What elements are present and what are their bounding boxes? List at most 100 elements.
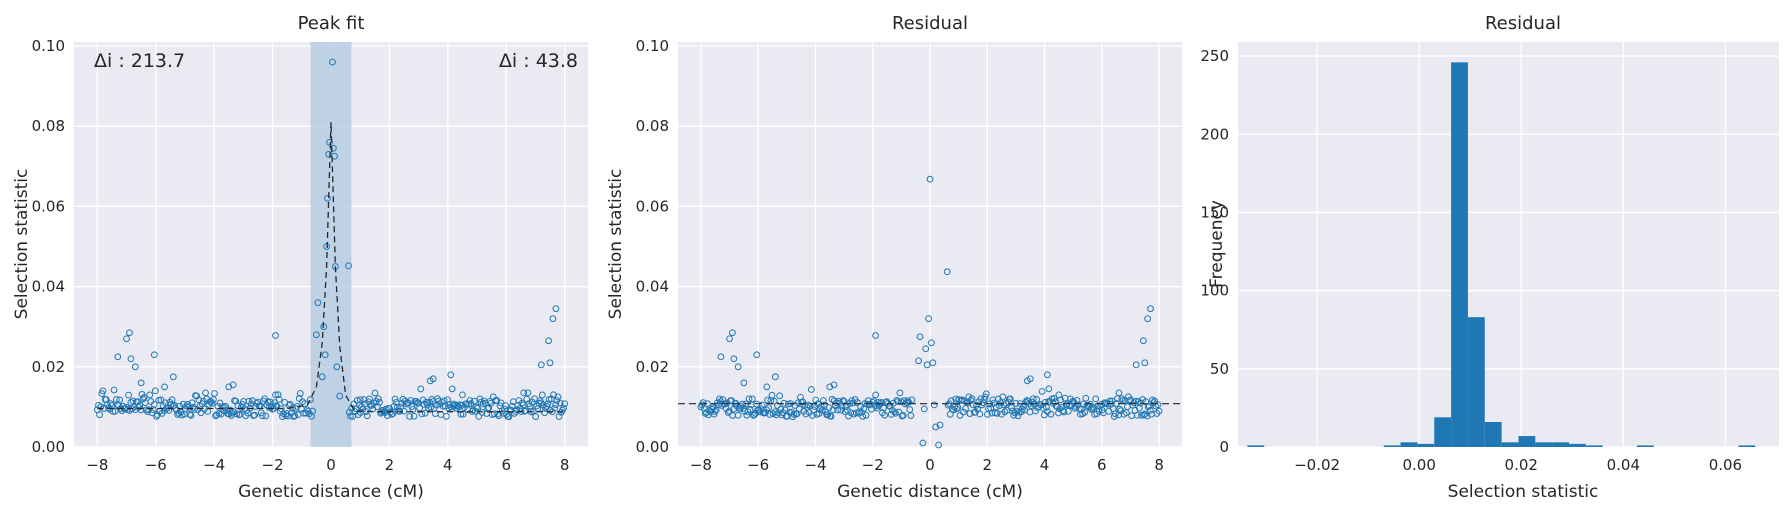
data-point (229, 381, 237, 389)
data-point (299, 398, 306, 406)
ticks-1: −8 −6 −4 −2 0 2 4 6 8 0.00 0.02 0.04 0.06 0.08 0.10 (32, 37, 570, 474)
data-point (389, 410, 397, 417)
data-point (1140, 411, 1148, 419)
data-point (230, 408, 237, 415)
data-point (999, 393, 1007, 401)
ticks-2: −8 −6 −4 −2 0 2 4 6 8 0.00 0.02 0.04 0.06 0.08 0.10 (636, 37, 1164, 474)
data-point (763, 406, 770, 414)
data-point (922, 345, 930, 353)
data-point (730, 355, 738, 363)
histogram-bar (1467, 317, 1485, 447)
data-point (208, 399, 216, 407)
plot-area-3 (1238, 42, 1779, 447)
data-point (734, 363, 742, 371)
data-point (1008, 404, 1015, 412)
data-point (904, 397, 911, 405)
data-point (329, 144, 337, 152)
data-point (812, 396, 820, 404)
y-tick-label: 0.04 (32, 278, 65, 296)
data-point (906, 406, 914, 413)
data-point (954, 404, 962, 411)
data-point (748, 395, 756, 403)
data-point (186, 411, 194, 418)
data-point (763, 383, 771, 391)
data-point (826, 383, 834, 391)
data-point (827, 412, 835, 420)
data-point (222, 402, 230, 410)
histogram-bar (1552, 442, 1569, 447)
data-point (770, 397, 778, 405)
data-point (143, 406, 150, 414)
data-point (896, 389, 904, 397)
data-point (734, 411, 742, 419)
data-point (810, 406, 817, 414)
data-point (979, 399, 987, 407)
x-tick-label: −8 (86, 456, 108, 474)
data-point (393, 404, 401, 411)
data-point (150, 401, 158, 408)
data-point (209, 396, 217, 404)
data-point (190, 405, 198, 413)
marks-1 (93, 58, 569, 421)
data-point (560, 404, 567, 412)
y-axis-label-2: Selection statistic (606, 169, 626, 320)
data-point (1014, 412, 1022, 420)
histogram-bar (1400, 442, 1418, 447)
data-point (197, 409, 205, 417)
data-point (891, 408, 898, 416)
data-point (1153, 410, 1161, 417)
data-point (758, 401, 766, 409)
data-point (427, 403, 435, 411)
y-tick-label: 50 (1210, 360, 1229, 378)
data-point (538, 391, 546, 399)
data-point (726, 335, 733, 343)
data-point (1047, 410, 1055, 418)
data-point (854, 409, 862, 417)
data-point (524, 389, 532, 397)
y-tick-label: 100 (1200, 282, 1229, 300)
data-point (935, 441, 942, 449)
data-point (776, 392, 784, 400)
x-tick-label: 2 (385, 456, 395, 474)
data-point (545, 337, 552, 345)
y-tick-label: 0 (1219, 438, 1229, 456)
data-point (806, 402, 814, 410)
data-point (1090, 403, 1097, 411)
data-point (561, 400, 569, 408)
data-point (1095, 407, 1103, 415)
histogram-bar (1434, 417, 1452, 447)
data-point (1044, 371, 1051, 379)
data-point (898, 412, 906, 420)
data-point (116, 396, 124, 404)
data-point (323, 243, 331, 250)
data-point (309, 407, 316, 415)
chart-title-3: Residual (1485, 13, 1561, 34)
data-point (257, 409, 265, 417)
data-point (965, 393, 973, 401)
data-point (552, 305, 560, 313)
x-tick-label: 6 (1097, 456, 1107, 474)
histogram-bar (1501, 442, 1519, 447)
data-point (990, 399, 998, 407)
data-point (421, 409, 429, 417)
data-point (537, 361, 545, 369)
data-point (546, 359, 554, 367)
y-tick-label: 0.00 (636, 438, 669, 456)
data-point (541, 409, 548, 417)
data-point (259, 412, 266, 420)
data-point (849, 399, 857, 407)
data-point (470, 397, 478, 405)
data-point (459, 391, 466, 399)
data-point (1043, 403, 1050, 411)
data-point (1144, 315, 1152, 323)
data-point (837, 406, 845, 414)
data-point (429, 375, 437, 383)
data-point (314, 299, 322, 307)
data-point (1145, 402, 1153, 410)
data-point (139, 395, 147, 403)
data-point (123, 335, 130, 343)
data-point (223, 407, 231, 414)
y-tick-label: 0.02 (32, 358, 65, 376)
data-point (1115, 389, 1123, 397)
data-point (271, 399, 279, 407)
